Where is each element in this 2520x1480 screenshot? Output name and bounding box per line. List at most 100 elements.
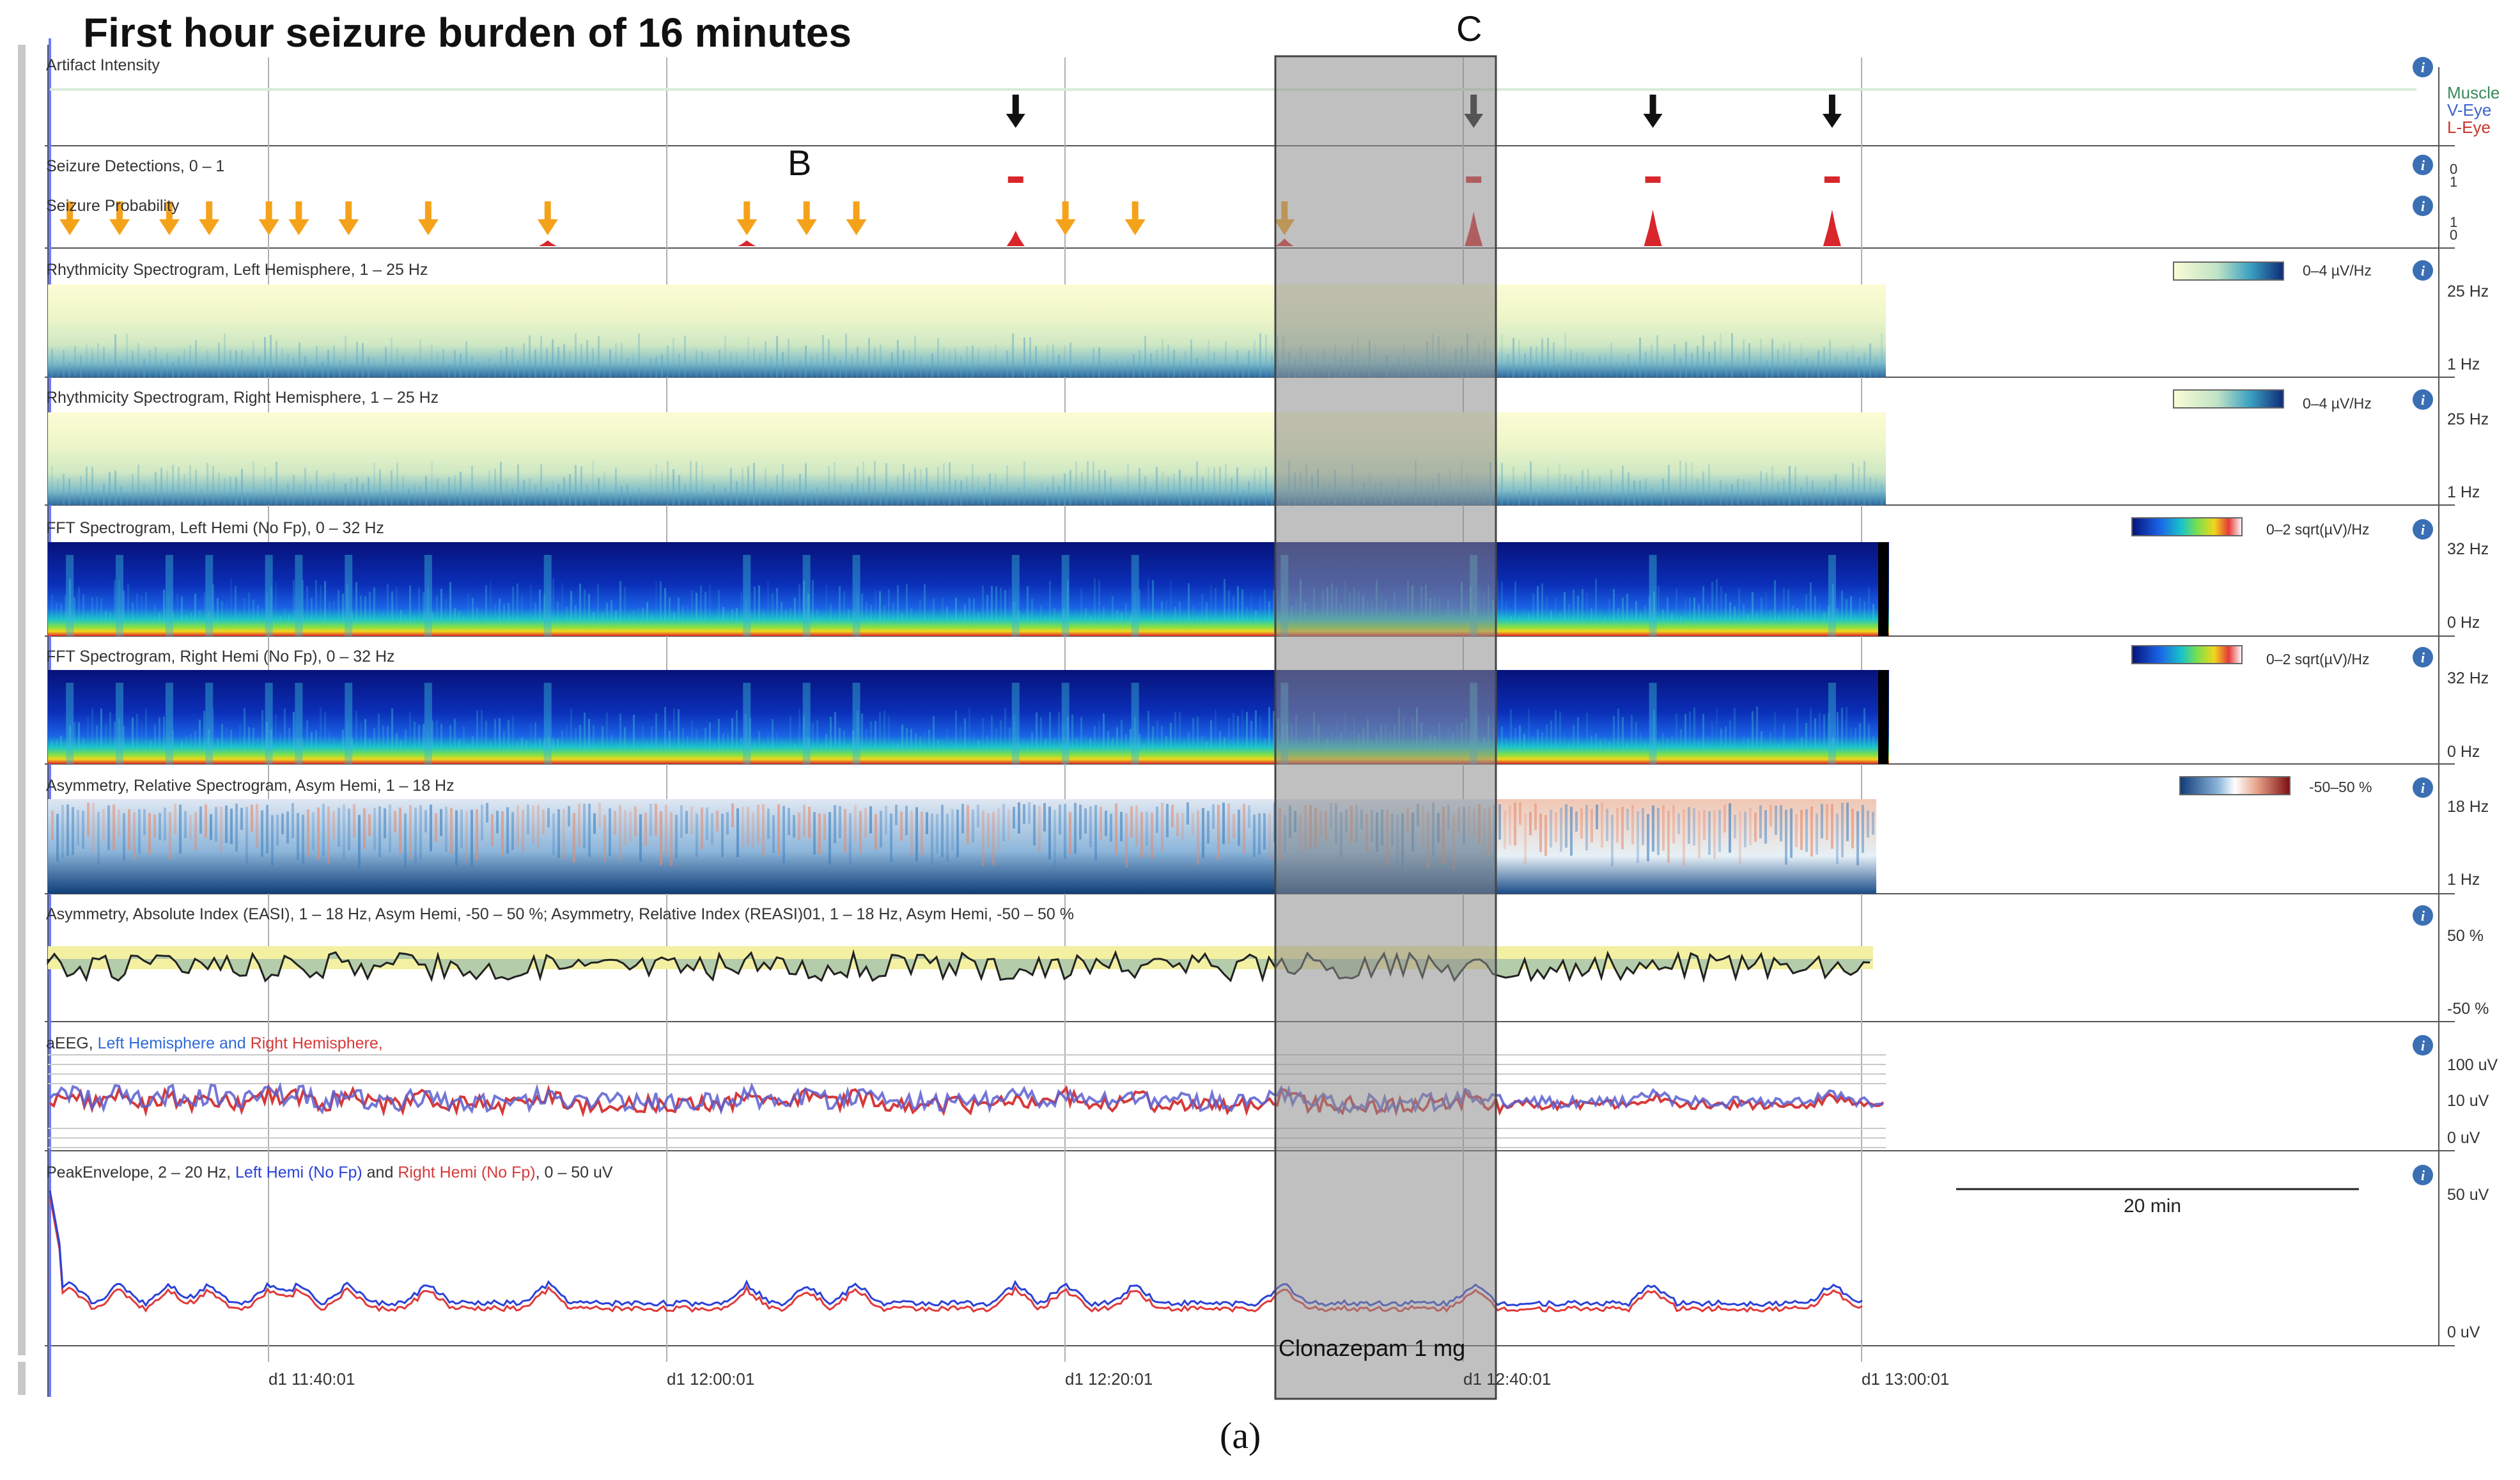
panel-title-peak-envelope: PeakEnvelope, 2 – 20 Hz, Left Hemi (No F… [46,1164,613,1182]
panel-title-asymmetry-spectrogram: Asymmetry, Relative Spectrogram, Asym He… [46,777,455,795]
pe-title-and: and [362,1164,398,1181]
orange-seizure-arrow [1124,201,1146,235]
orange-seizure-arrows [59,201,1295,235]
seizure-probability-peak [738,240,756,246]
time-label-1140: d1 11:40:01 [268,1369,355,1389]
seizure-detection-mark [1645,176,1661,183]
seizure-probability-peak [538,240,557,246]
pe-title-suffix: , 0 – 50 uV [535,1164,613,1181]
panel-title-seizure-detections: Seizure Detections, 0 – 1 [46,157,225,175]
axis-asym-bottom: 1 Hz [2447,871,2480,889]
aeeg-title-right: Right Hemisphere [250,1034,378,1052]
orange-seizure-arrow [736,201,758,235]
axis-prob-1: 1 [2450,214,2458,230]
info-icon[interactable]: i [2413,260,2433,281]
axis-aeeg-100: 100 uV [2447,1056,2498,1074]
svg-text:i: i [2421,392,2425,408]
legend-v-eye: V-Eye [2447,100,2492,120]
aeeg-left-hemisphere-trace [49,1082,1884,1115]
info-icon[interactable]: i [2413,155,2433,175]
aeeg-gridlines [48,1054,1886,1148]
axis-easi-bottom: -50 % [2447,1000,2489,1018]
clonazepam-shade [1274,55,1497,1400]
seizure-probability-peaks [538,210,1841,246]
axis-easi-top: 50 % [2447,927,2484,945]
info-icons[interactable]: i i i i i i i i i i i [2413,57,2433,1185]
info-icon[interactable]: i [2413,196,2433,216]
svg-text:i: i [2421,650,2425,666]
svg-text:i: i [2421,908,2425,924]
scale-bar-label: 20 min [2124,1196,2182,1217]
panel-title-asymmetry-index: Asymmetry, Absolute Index (EASI), 1 – 18… [46,905,1075,923]
fft-left-colorbar [2131,517,2243,536]
fft-right-spectrogram [48,670,1889,764]
info-icon[interactable]: i [2413,389,2433,410]
info-icon[interactable]: i [2413,1035,2433,1055]
info-icon[interactable]: i [2413,519,2433,540]
info-icon[interactable]: i [2413,1165,2433,1185]
svg-text:i: i [2421,263,2425,279]
easi-line [47,949,1871,983]
orange-seizure-arrow [846,201,867,235]
orange-seizure-arrow [159,201,180,235]
rhythmicity-right-spectrogram [48,412,1886,505]
fft-left-end-bar [1878,542,1888,636]
info-icon[interactable]: i [2413,777,2433,798]
info-icon[interactable]: i [2413,57,2433,77]
panel-title-seizure-probability: Seizure Probability [46,197,180,215]
fft-right-end-bar [1878,670,1888,764]
black-seizure-arrow [1643,95,1663,128]
axis-prob-0: 0 [2450,227,2458,243]
aeeg-title-left: Left Hemisphere [97,1034,215,1052]
orange-seizure-arrow [288,201,309,235]
axis-det-0: 0 [2450,161,2458,177]
orange-seizure-arrow [796,201,817,235]
fft-left-spectrogram [48,542,1889,636]
fft-right-colorbar [2131,645,2243,664]
seizure-probability-peak [1644,210,1662,246]
asymmetry-colorbar [2179,776,2291,795]
seizure-probability-peak [1823,210,1841,246]
asymmetry-spectrogram-late [1496,799,1876,894]
left-scroll-track-lower[interactable] [18,1362,26,1395]
axis-pe-top: 50 uV [2447,1186,2489,1204]
svg-text:i: i [2421,522,2425,538]
pe-title-right: Right Hemi (No Fp) [398,1164,536,1181]
scale-label-rhy-right: 0–4 µV/Hz [2303,395,2372,412]
peak-envelope-left-trace [49,1190,1863,1307]
scale-label-fft-right: 0–2 sqrt(µV)/Hz [2266,651,2370,667]
svg-text:i: i [2421,59,2425,75]
orange-seizure-arrow [1055,201,1076,235]
axis-fft-left-top: 32 Hz [2447,540,2489,558]
rhythmicity-texture [51,332,1883,505]
legend-muscle: Muscle [2447,83,2500,102]
axis-asym-top: 18 Hz [2447,798,2489,816]
seizure-detection-mark [1007,176,1023,183]
info-icon[interactable]: i [2413,647,2433,667]
rhythmicity-right-colorbar [2173,389,2284,409]
info-icon[interactable]: i [2413,905,2433,926]
scale-label-fft-left: 0–2 sqrt(µV)/Hz [2266,521,2370,538]
panel-title-rhythmicity-left: Rhythmicity Spectrogram, Left Hemisphere… [46,261,428,279]
seizure-detection-mark [1824,176,1840,183]
figure-title: First hour seizure burden of 16 minutes [83,10,852,56]
left-scroll-track[interactable] [18,45,26,1355]
orange-seizure-arrow [59,201,81,235]
svg-text:i: i [2421,780,2425,796]
svg-text:i: i [2421,198,2425,214]
marker-b: B [788,143,812,183]
marker-c: C [1456,8,1482,49]
aeeg-title-suffix: , [378,1034,383,1052]
time-label-1200: d1 12:00:01 [667,1369,755,1389]
panel-title-artifact: Artifact Intensity [46,56,160,74]
axis-fft-right-bottom: 0 Hz [2447,743,2480,761]
orange-seizure-arrow [338,201,359,235]
black-seizure-arrow [1822,95,1842,128]
axis-rhy-right-top: 25 Hz [2447,410,2489,428]
axis-rhy-left-top: 25 Hz [2447,283,2489,300]
svg-text:i: i [2421,1038,2425,1054]
axis-det-1: 1 [2450,174,2458,190]
axis-aeeg-10: 10 uV [2447,1092,2489,1110]
aeeg-title-prefix: aEEG, [46,1034,98,1052]
